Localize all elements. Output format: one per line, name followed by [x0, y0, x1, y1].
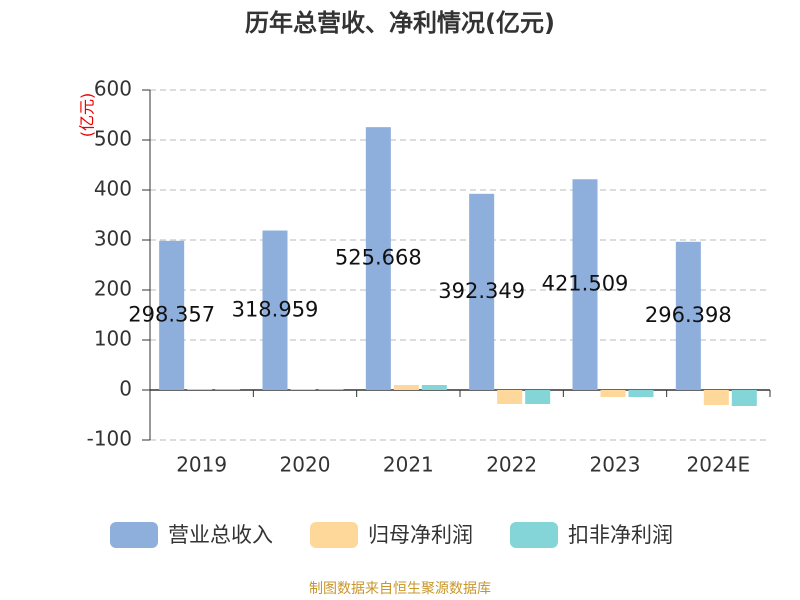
legend-swatch[interactable] — [110, 522, 158, 548]
bar — [393, 385, 419, 390]
y-tick-label: 300 — [94, 227, 132, 251]
bar — [525, 390, 551, 404]
bar — [572, 179, 598, 390]
x-tick-label: 2022 — [486, 453, 537, 477]
x-tick-label: 2024E — [687, 453, 751, 477]
data-label: 318.959 — [232, 297, 319, 321]
bar — [262, 230, 288, 390]
bar — [365, 127, 391, 390]
bar — [290, 389, 316, 390]
y-tick-label: 100 — [94, 327, 132, 351]
bar — [159, 240, 185, 390]
legend-swatch[interactable] — [510, 522, 558, 548]
data-label: 296.398 — [645, 303, 732, 327]
y-tick-label: -100 — [87, 427, 132, 451]
y-unit: (亿元) — [78, 93, 97, 138]
data-label: 525.668 — [335, 246, 422, 270]
bar — [469, 193, 495, 390]
bar — [318, 389, 344, 390]
legend-label[interactable]: 营业总收入 — [168, 523, 273, 547]
legend-label[interactable]: 扣非净利润 — [568, 523, 673, 547]
x-tick-label: 2021 — [383, 453, 434, 477]
y-tick-label: 200 — [94, 277, 132, 301]
source-note: 制图数据来自恒生聚源数据库 — [309, 581, 491, 597]
chart-title: 历年总营收、净利情况(亿元) — [245, 9, 555, 37]
bar — [421, 385, 447, 390]
bar — [187, 389, 213, 390]
bar — [215, 389, 241, 390]
legend-label[interactable]: 归母净利润 — [368, 523, 473, 547]
bar — [628, 390, 654, 397]
x-tick-label: 2023 — [590, 453, 641, 477]
data-label: 392.349 — [438, 279, 525, 303]
data-label: 421.509 — [542, 272, 629, 296]
bar — [703, 390, 729, 405]
bar — [675, 241, 701, 390]
bar — [731, 390, 757, 406]
x-tick-label: 2020 — [280, 453, 331, 477]
data-label: 298.357 — [128, 302, 215, 326]
legend-swatch[interactable] — [310, 522, 358, 548]
y-tick-label: 500 — [94, 127, 132, 151]
x-tick-label: 2019 — [176, 453, 227, 477]
bar — [600, 390, 626, 397]
y-tick-label: 400 — [94, 177, 132, 201]
y-tick-label: 0 — [119, 377, 132, 401]
y-tick-label: 600 — [94, 77, 132, 101]
bar — [497, 390, 523, 404]
